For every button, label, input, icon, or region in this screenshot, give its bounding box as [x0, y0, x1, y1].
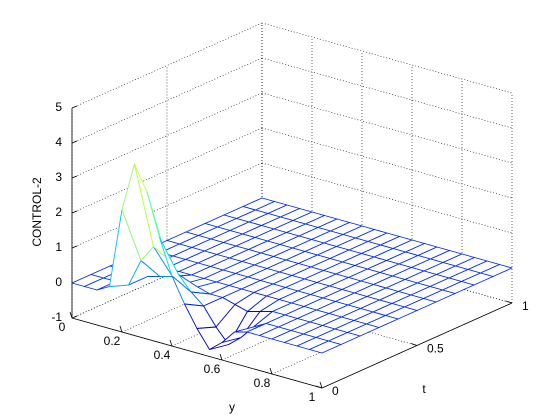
x-tick: [69, 311, 73, 319]
z-tick-label: 0: [55, 275, 62, 289]
y-axis-label: t: [422, 382, 426, 396]
x-axis: [71, 317, 323, 389]
z-tick: [71, 105, 78, 109]
x-tick: [219, 353, 223, 361]
y-tick-label: 1: [522, 299, 529, 313]
x-tick: [319, 381, 323, 389]
z-tick-label: 4: [55, 135, 62, 149]
mesh-cell: [309, 340, 342, 354]
x-tick-label: 0.2: [104, 334, 121, 348]
z-tick: [71, 245, 78, 249]
x-tick: [169, 339, 173, 347]
grid-line: [261, 92, 513, 164]
z-tick-label: 1: [55, 240, 62, 254]
y-tick: [315, 385, 323, 389]
y-tick-label: 0: [332, 384, 339, 398]
y-tick: [505, 300, 513, 304]
z-tick-label: 3: [55, 170, 62, 184]
x-tick-label: 1: [309, 390, 316, 404]
y-tick: [410, 343, 418, 346]
z-tick-label: 5: [55, 100, 62, 114]
x-tick-label: 0.8: [254, 376, 271, 390]
x-tick: [269, 367, 273, 375]
z-tick: [71, 175, 78, 179]
grid-line: [261, 22, 513, 94]
x-tick-label: 0.6: [204, 362, 221, 376]
grid-line: [261, 162, 513, 234]
z-tick-label: 2: [55, 205, 62, 219]
x-tick: [119, 325, 123, 333]
z-axis-label: CONTROL-2: [30, 177, 44, 247]
z-tick: [71, 315, 78, 319]
z-tick: [71, 140, 78, 144]
x-axis-label: y: [229, 400, 235, 414]
grid-line: [261, 127, 513, 199]
y-tick-label: 0.5: [427, 342, 444, 356]
z-tick: [71, 210, 78, 214]
z-tick-label: -1: [51, 310, 62, 324]
x-tick-label: 0.4: [154, 348, 171, 362]
grid-line: [261, 57, 513, 129]
grid-line: [71, 92, 263, 179]
x-tick-label: 0: [59, 320, 66, 334]
